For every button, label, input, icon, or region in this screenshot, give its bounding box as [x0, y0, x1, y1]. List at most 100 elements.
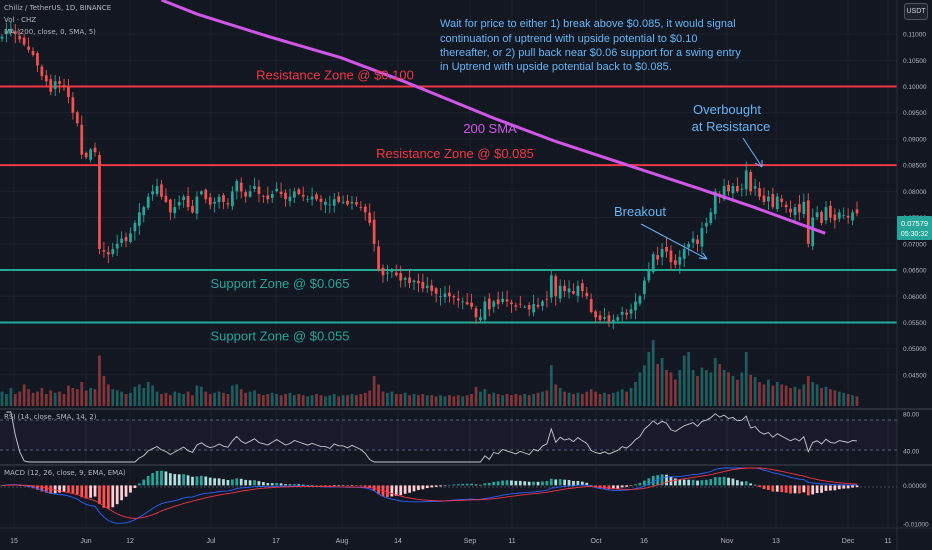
volume-bar: [456, 395, 460, 406]
time-axis[interactable]: 15 Jun 12 Jul 17 Aug 14 Sep 11 Oct 16 Nov 13 Dec 11: [10, 538, 892, 545]
volume-bar: [13, 394, 17, 406]
candle-body: [563, 285, 566, 292]
candle-body: [576, 285, 580, 296]
volume-bar: [257, 394, 261, 406]
volume-bar: [310, 395, 314, 406]
macd-hist-bar: [673, 478, 677, 486]
volume-bar: [350, 394, 354, 406]
candle-body: [199, 191, 203, 195]
candle-body: [642, 280, 646, 295]
macd-hist-bar: [40, 485, 44, 492]
volume-bar: [222, 392, 225, 406]
volume-bar: [102, 376, 106, 406]
volume-bar: [9, 388, 13, 406]
macd-hist-bar: [536, 481, 540, 486]
macd-hist-bar: [620, 485, 624, 488]
candle-body: [824, 207, 828, 221]
candle-body: [270, 194, 274, 198]
volume-bar: [31, 392, 35, 406]
volume-bar: [359, 394, 363, 406]
volume-bar: [487, 394, 491, 406]
volume-bar: [572, 394, 575, 406]
macd-hist-bar: [199, 475, 203, 486]
macd-hist-bar: [67, 485, 70, 493]
volume-bar: [58, 391, 61, 406]
candle-body: [297, 189, 301, 195]
price-tick-label: 0.08500: [903, 163, 927, 170]
volume-bar: [22, 384, 26, 406]
volume-bar: [713, 358, 717, 406]
volume-bar: [137, 384, 141, 406]
price-tick-label: 0.07000: [903, 241, 927, 248]
candle-body: [257, 186, 261, 195]
candle-body: [346, 200, 349, 205]
time-tick-label: 13: [772, 538, 780, 545]
candle-body: [439, 296, 442, 298]
zone-label: Resistance Zone @ $0.085: [376, 146, 534, 161]
macd-hist-bar: [222, 479, 225, 486]
candle-body: [359, 207, 363, 208]
currency-button[interactable]: USDT: [904, 3, 928, 20]
candle-body: [603, 317, 606, 319]
volume-bar: [346, 395, 349, 406]
volume-bar: [377, 384, 380, 406]
macd-legend[interactable]: MACD (12, 26, close, 9, EMA, EMA): [4, 469, 126, 477]
candle-body: [461, 301, 465, 303]
volume-bar: [505, 394, 509, 406]
volume-legend[interactable]: Vol · CHZ: [4, 16, 37, 24]
macd-hist-bar: [270, 483, 274, 486]
candle-body: [682, 249, 686, 259]
volume-bar: [315, 394, 318, 406]
volume-bar: [195, 385, 199, 406]
volume-bar: [820, 388, 823, 406]
volume-bar: [142, 388, 146, 406]
macd-hist-bar: [403, 485, 407, 494]
candle-body: [208, 197, 212, 205]
macd-hist-bar: [328, 485, 332, 487]
price-tick-label: 0.05000: [903, 346, 927, 353]
macd-hist-bar: [191, 476, 194, 486]
ma-legend[interactable]: MA (200, close, 0, SMA, 5): [4, 28, 96, 36]
macd-hist-bar: [461, 483, 465, 486]
candle-body: [324, 201, 327, 205]
volume-bar: [749, 374, 753, 406]
volume-bar: [111, 389, 115, 406]
candle-body: [102, 250, 106, 252]
macd-hist-bar: [195, 476, 199, 486]
macd-hist-bar: [634, 484, 637, 486]
volume-bar: [204, 391, 208, 406]
volume-bar: [208, 394, 212, 406]
candle-body: [275, 188, 279, 192]
volume-bar: [199, 386, 203, 406]
price-axis[interactable]: 0.11000 0.10500 0.10000 0.09500 0.09000 0.085…: [903, 32, 927, 380]
symbol-legend[interactable]: Chiliz / TetherUS, 1D, BINANCE: [4, 4, 112, 12]
volume-bar: [523, 394, 527, 406]
volume-bar: [62, 394, 66, 406]
macd-hist-bar: [580, 481, 584, 486]
volume-bar: [186, 391, 190, 406]
volume-bar: [722, 370, 726, 406]
macd-hist-bar: [182, 474, 186, 486]
macd-hist-bar: [594, 485, 598, 487]
volume-bar: [363, 392, 367, 406]
candle-body: [470, 302, 473, 307]
macd-hist-bar: [332, 485, 336, 487]
rsi-legend[interactable]: RSI (14, close, SMA, 14, 2): [4, 413, 97, 421]
macd-hist-bar: [346, 485, 349, 487]
volume-bar: [84, 390, 88, 406]
candle-body: [736, 185, 739, 192]
volume-bar: [620, 389, 624, 406]
volume-bar: [18, 391, 22, 406]
candlesticks[interactable]: [0, 21, 859, 330]
candle-body: [474, 308, 478, 318]
candle-body: [408, 277, 411, 284]
last-price-label: 0.07579 05:30:32: [897, 216, 932, 240]
macd-axis: 0.00000 -0.01000: [903, 483, 929, 529]
macd-hist-bar: [603, 485, 606, 489]
candle-body: [217, 196, 221, 203]
macd-hist-bar: [820, 485, 823, 493]
volume-bar: [439, 395, 442, 406]
volume-bar: [758, 382, 761, 406]
volume-bar: [709, 372, 713, 406]
